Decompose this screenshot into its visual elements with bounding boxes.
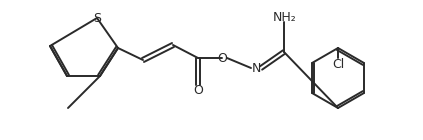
Text: O: O <box>217 52 227 65</box>
Text: N: N <box>251 61 261 74</box>
Text: NH₂: NH₂ <box>273 10 297 24</box>
Text: Cl: Cl <box>332 58 344 71</box>
Text: S: S <box>93 11 101 24</box>
Text: O: O <box>193 83 203 96</box>
